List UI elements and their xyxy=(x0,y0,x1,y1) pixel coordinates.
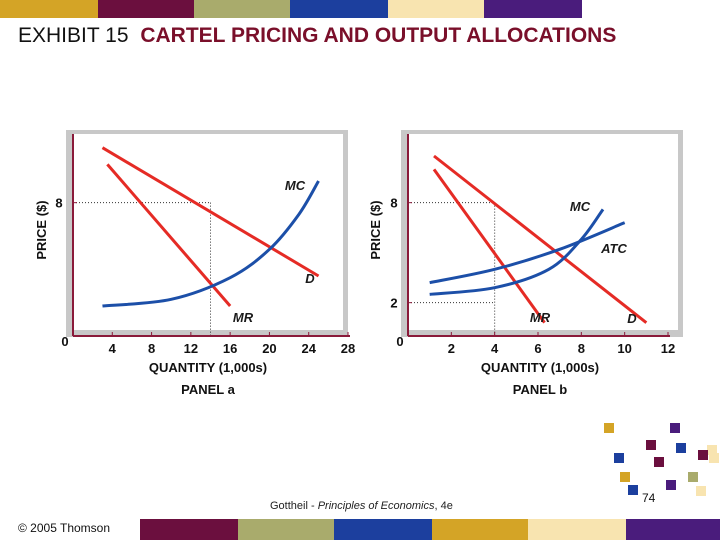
curve-mc xyxy=(102,180,320,308)
exhibit-number: EXHIBIT 15 xyxy=(18,24,129,47)
y-tick-label: 8 xyxy=(390,196,397,211)
panel-label: PANEL b xyxy=(513,382,567,397)
band-segment xyxy=(238,519,334,540)
curve-label: ATC xyxy=(600,241,627,256)
curve-mr xyxy=(106,163,232,307)
x-axis-title: QUANTITY (1,000s) xyxy=(149,360,267,375)
curve-label: MC xyxy=(570,199,591,214)
band-segment xyxy=(290,0,388,18)
slide-title: EXHIBIT 15 CARTEL PRICING AND OUTPUT ALL… xyxy=(18,24,616,48)
band-segment xyxy=(0,0,98,18)
decorative-square xyxy=(646,440,656,450)
band-segment xyxy=(98,0,194,18)
curve-label: MC xyxy=(285,178,306,193)
curve-mr xyxy=(432,168,546,324)
band-segment xyxy=(334,519,432,540)
curve-label: MR xyxy=(233,310,254,325)
x-tick-label: 12 xyxy=(661,341,675,356)
x-tick-label: 20 xyxy=(262,341,276,356)
decorative-square xyxy=(709,453,719,463)
plot-area xyxy=(408,134,678,330)
panel-a-chart: D MR MC 4 8 12 16 20 24 28 8 0 QUANTITY (1,000s) PANE… xyxy=(34,130,355,397)
x-tick-label: 24 xyxy=(301,341,316,356)
decorative-square xyxy=(620,472,630,482)
decorative-square xyxy=(604,423,614,433)
decorative-square xyxy=(688,472,698,482)
decorative-square xyxy=(670,423,680,433)
x-tick-label: 8 xyxy=(578,341,585,356)
band-segment xyxy=(528,519,626,540)
curve-atc xyxy=(429,221,626,285)
decorative-square xyxy=(614,453,624,463)
x-tick-label: 28 xyxy=(341,341,355,356)
decorative-square xyxy=(666,480,676,490)
curve-label: D xyxy=(305,271,315,286)
x-tick-label: 16 xyxy=(223,341,237,356)
curve-d xyxy=(101,146,320,278)
y-axis-title: PRICE ($) xyxy=(34,200,49,259)
footer-book: Principles of Economics xyxy=(317,500,435,512)
x-tick-label: 6 xyxy=(534,341,541,356)
panel-b-chart: D MR ATC MC 2 4 6 8 10 12 2 8 0 QUANTITY (1,000s) PANE… xyxy=(368,130,683,397)
x-tick-label: 12 xyxy=(184,341,198,356)
curve-mc xyxy=(429,208,605,296)
decorative-square xyxy=(654,457,664,467)
band-segment xyxy=(140,519,238,540)
y-tick-label: 8 xyxy=(55,196,62,211)
footer-edition: , 4e xyxy=(434,500,453,512)
y-axis-title: PRICE ($) xyxy=(368,200,383,259)
x-tick-label: 4 xyxy=(109,341,117,356)
x-axis-title: QUANTITY (1,000s) xyxy=(481,360,599,375)
bottom-color-band xyxy=(140,519,720,540)
decorative-square xyxy=(628,485,638,495)
x-tick-label: 4 xyxy=(491,341,499,356)
y-tick-label: 2 xyxy=(390,296,397,311)
curve-d xyxy=(433,154,648,324)
curve-label: D xyxy=(627,311,637,326)
band-segment xyxy=(388,0,484,18)
decorative-square xyxy=(696,486,706,496)
decorative-square xyxy=(676,443,686,453)
top-color-band xyxy=(0,0,720,18)
page-number: 74 xyxy=(642,491,656,505)
band-segment xyxy=(484,0,582,18)
curve-label: MR xyxy=(530,310,551,325)
copyright: © 2005 Thomson xyxy=(18,521,111,535)
x-tick-label: 10 xyxy=(617,341,631,356)
footer-credit: Gottheil - Principles of Economics, 4e xyxy=(270,500,453,512)
band-segment xyxy=(194,0,290,18)
exhibit-title: CARTEL PRICING AND OUTPUT ALLOCATIONS xyxy=(140,24,617,47)
footer-author: Gottheil - xyxy=(270,500,318,512)
x-tick-label: 8 xyxy=(148,341,155,356)
band-segment xyxy=(432,519,528,540)
plot-area xyxy=(73,134,343,330)
decorative-square xyxy=(707,445,717,455)
x-tick-label: 2 xyxy=(448,341,455,356)
origin-label: 0 xyxy=(61,334,68,349)
origin-label: 0 xyxy=(396,334,403,349)
panel-label: PANEL a xyxy=(181,382,235,397)
band-segment xyxy=(626,519,720,540)
decorative-square xyxy=(698,450,708,460)
